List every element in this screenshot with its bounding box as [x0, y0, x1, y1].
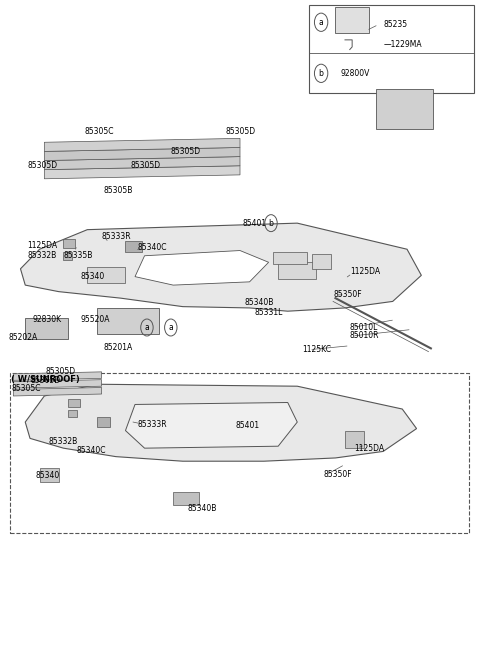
Text: 85305C: 85305C — [85, 127, 114, 136]
Text: 85331L: 85331L — [254, 308, 283, 317]
Polygon shape — [44, 166, 240, 179]
Text: b: b — [319, 69, 324, 78]
Text: 1125DA: 1125DA — [350, 267, 380, 276]
Bar — [10, 373, 469, 533]
Text: 85202A: 85202A — [9, 333, 38, 342]
Bar — [68, 410, 77, 417]
Bar — [274, 252, 307, 263]
Text: 85332B: 85332B — [48, 437, 77, 446]
Polygon shape — [125, 403, 297, 448]
Bar — [25, 318, 68, 339]
Text: 85340B: 85340B — [245, 298, 274, 307]
Bar — [63, 239, 75, 248]
Text: 85201A: 85201A — [104, 343, 133, 352]
Text: 85401: 85401 — [235, 421, 259, 430]
Bar — [125, 241, 142, 252]
Text: 95520A: 95520A — [80, 314, 109, 324]
Text: 85340: 85340 — [80, 272, 104, 281]
Bar — [39, 468, 59, 482]
Text: 92830K: 92830K — [33, 314, 61, 324]
Text: 85235: 85235 — [383, 20, 408, 29]
Text: 85010L: 85010L — [350, 323, 378, 332]
Text: 85305B: 85305B — [104, 186, 133, 195]
Text: 85350F: 85350F — [333, 290, 362, 299]
Bar — [97, 417, 110, 426]
Text: 85305C: 85305C — [12, 384, 41, 393]
Text: 85340B: 85340B — [188, 504, 217, 514]
Polygon shape — [21, 223, 421, 311]
Polygon shape — [13, 372, 102, 381]
Text: 85305D: 85305D — [45, 367, 75, 377]
Polygon shape — [44, 147, 240, 160]
Text: 85350F: 85350F — [324, 470, 352, 479]
Text: 92800V: 92800V — [340, 69, 370, 78]
Text: 85305D: 85305D — [28, 161, 58, 170]
Text: ( W/SUNROOF): ( W/SUNROOF) — [11, 375, 80, 384]
Bar — [309, 5, 474, 93]
Text: a: a — [319, 18, 324, 27]
Polygon shape — [135, 251, 269, 285]
Text: 85333R: 85333R — [137, 420, 167, 428]
Text: 85340C: 85340C — [77, 445, 106, 455]
Bar — [63, 252, 72, 259]
Text: 85305D: 85305D — [226, 127, 256, 136]
Text: 85401: 85401 — [242, 219, 266, 228]
Text: 85340C: 85340C — [137, 244, 167, 252]
Text: 85305D: 85305D — [30, 377, 60, 386]
Polygon shape — [13, 380, 102, 388]
Text: 85010R: 85010R — [350, 331, 379, 341]
Bar — [336, 7, 369, 33]
Bar — [312, 254, 331, 269]
Bar — [68, 399, 80, 407]
Text: b: b — [269, 219, 274, 228]
Polygon shape — [44, 157, 240, 170]
Polygon shape — [25, 384, 417, 461]
Bar — [173, 492, 199, 505]
Text: —1229MA: —1229MA — [383, 40, 422, 48]
Text: 85340: 85340 — [36, 471, 60, 480]
Polygon shape — [44, 138, 240, 151]
Bar — [97, 308, 159, 334]
Text: 85305D: 85305D — [171, 147, 201, 156]
Text: 85332B: 85332B — [28, 251, 57, 259]
Bar — [345, 431, 364, 447]
Polygon shape — [13, 388, 102, 396]
Text: 1125KC: 1125KC — [302, 345, 331, 354]
Text: 1125DA: 1125DA — [28, 241, 58, 250]
Text: 85305D: 85305D — [130, 161, 160, 170]
Text: 85333R: 85333R — [102, 232, 131, 240]
Text: 1125DA: 1125DA — [355, 443, 384, 453]
Bar — [87, 267, 125, 283]
Bar — [278, 262, 316, 278]
Text: a: a — [168, 323, 173, 332]
Text: 85335B: 85335B — [63, 251, 93, 259]
Bar — [376, 90, 433, 128]
Text: a: a — [144, 323, 149, 332]
